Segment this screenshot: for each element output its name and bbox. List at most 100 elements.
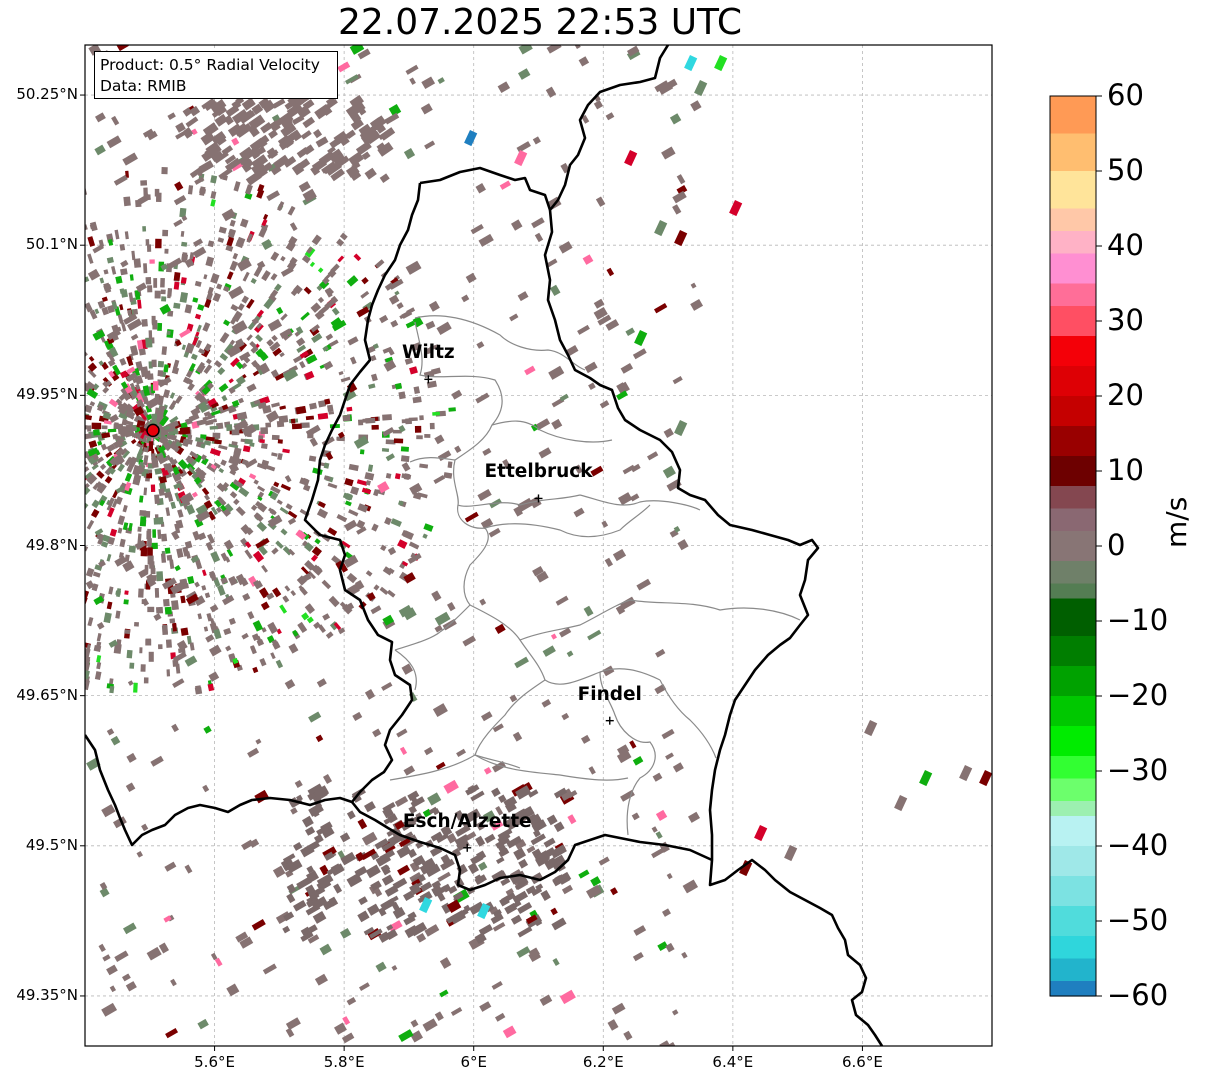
- echo-pixel: [260, 443, 268, 449]
- echo-pixel: [279, 328, 293, 339]
- echo-pixel: [236, 411, 248, 421]
- echo-pixel: [4, 447, 9, 451]
- echo-pixel: [491, 981, 503, 990]
- echo-pixel: [672, 762, 684, 773]
- echo-pixel: [185, 342, 195, 354]
- colorbar-segment: [1050, 816, 1096, 847]
- echo-pixel: [93, 595, 105, 606]
- echo-pixel: [274, 283, 282, 292]
- echo-pixel: [23, 493, 34, 503]
- echo-pixel: [58, 210, 65, 216]
- echo-pixel: [402, 530, 415, 540]
- echo-pixel: [64, 621, 73, 632]
- echo-pixel: [864, 719, 878, 737]
- echo-pixel: [370, 605, 382, 615]
- echo-pixel: [113, 422, 119, 427]
- echo-pixel: [119, 304, 124, 311]
- echo-pixel: [143, 187, 148, 197]
- echo-pixel: [142, 447, 149, 453]
- echo-pixel: [62, 274, 70, 282]
- echo-pixel: [85, 224, 88, 232]
- echo-pixel: [328, 411, 335, 415]
- echo-pixel: [112, 439, 124, 449]
- echo-pixel: [109, 413, 119, 423]
- echo-pixel: [150, 567, 156, 575]
- echo-pixel: [245, 184, 253, 195]
- echo-pixel: [45, 505, 53, 513]
- echo-pixel: [192, 246, 207, 259]
- echo-pixel: [139, 516, 147, 527]
- echo-pixel: [574, 45, 581, 50]
- echo-pixel: [341, 540, 351, 549]
- echo-pixel: [286, 893, 296, 904]
- echo-pixel: [77, 371, 83, 377]
- echo-pixel: [373, 489, 380, 497]
- echo-pixel: [38, 352, 47, 361]
- echo-pixel: [324, 288, 333, 298]
- echo-pixel: [260, 122, 273, 134]
- echo-pixel: [463, 904, 471, 913]
- echo-pixel: [181, 344, 187, 351]
- echo-pixel: [97, 440, 103, 446]
- echo-pixel: [49, 669, 55, 676]
- echo-pixel: [78, 355, 85, 362]
- echo-pixel: [87, 268, 101, 281]
- echo-pixel: [538, 447, 552, 459]
- echo-pixel: [346, 810, 356, 820]
- echo-pixel: [107, 239, 114, 246]
- echo-pixel: [597, 314, 612, 326]
- echo-pixel: [250, 504, 258, 512]
- echo-pixel: [194, 176, 205, 185]
- echo-pixel: [246, 233, 254, 243]
- echo-pixel: [115, 447, 125, 457]
- echo-pixel: [574, 464, 583, 475]
- echo-pixel: [350, 118, 364, 131]
- echo-pixel: [676, 185, 688, 195]
- echo-pixel: [437, 871, 451, 882]
- echo-pixel: [75, 502, 83, 510]
- echo-pixel: [330, 863, 345, 877]
- echo-pixel: [402, 607, 417, 621]
- echo-pixel: [101, 432, 111, 439]
- echo-pixel: [115, 496, 123, 505]
- echo-pixel: [223, 114, 234, 126]
- echo-pixel: [690, 298, 704, 311]
- echo-pixel: [248, 473, 257, 480]
- echo-pixel: [133, 682, 138, 693]
- echo-pixel: [158, 516, 164, 525]
- echo-pixel: [251, 919, 266, 931]
- echo-pixel: [492, 921, 506, 932]
- echo-pixel: [32, 343, 38, 349]
- echo-pixel: [332, 152, 345, 164]
- echo-pixel: [324, 398, 331, 405]
- echo-pixel: [361, 276, 369, 285]
- echo-pixel: [331, 307, 340, 316]
- echo-pixel: [392, 429, 402, 434]
- echo-pixel: [246, 383, 257, 393]
- lat-tick-label: 49.5°N: [25, 835, 78, 854]
- echo-pixel: [410, 921, 428, 937]
- echo-pixel: [325, 631, 334, 639]
- echo-pixel: [446, 913, 459, 924]
- echo-pixel: [314, 103, 332, 120]
- echo-pixel: [151, 318, 155, 326]
- echo-pixel: [342, 414, 351, 422]
- echo-pixel: [327, 527, 338, 536]
- echo-pixel: [269, 341, 281, 352]
- echo-pixel: [545, 86, 557, 98]
- echo-pixel: [35, 431, 41, 436]
- echo-pixel: [265, 464, 276, 472]
- echo-pixel: [146, 130, 158, 141]
- echo-pixel: [30, 646, 36, 652]
- echo-pixel: [358, 123, 373, 138]
- echo-pixel: [96, 456, 104, 464]
- echo-pixel: [60, 428, 67, 433]
- echo-pixel: [255, 537, 270, 549]
- echo-pixel: [682, 879, 699, 894]
- echo-pixel: [28, 460, 34, 466]
- echo-pixel: [174, 565, 181, 572]
- echo-pixel: [171, 366, 180, 375]
- echo-pixel: [394, 473, 401, 480]
- echo-pixel: [85, 501, 89, 510]
- echo-pixel: [441, 902, 453, 914]
